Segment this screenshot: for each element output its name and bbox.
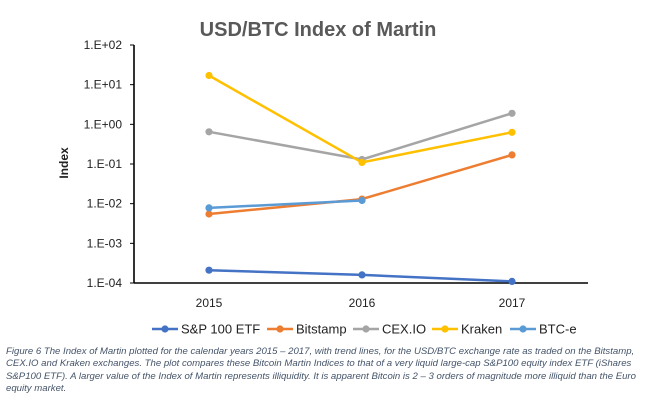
x-tick-label: 2015 <box>196 296 223 310</box>
y-tick-label: 1.E-02 <box>87 197 123 211</box>
legend-marker <box>441 325 449 333</box>
x-tick-label: 2017 <box>499 296 526 310</box>
data-point <box>358 196 366 205</box>
data-point <box>358 158 366 166</box>
legend-marker <box>519 325 527 333</box>
y-tick-label: 1.E-04 <box>87 276 123 290</box>
chart-title: USD/BTC Index of Martin <box>200 19 437 41</box>
legend-label: Kraken <box>461 322 502 337</box>
series-line <box>208 74 513 164</box>
legend-item: Bitstamp <box>267 322 347 337</box>
data-point <box>508 109 516 117</box>
legend-item: Kraken <box>432 322 502 337</box>
y-tick-label: 1.E-03 <box>87 236 123 250</box>
y-tick-label: 1.E+02 <box>84 38 123 52</box>
data-point <box>358 271 366 279</box>
x-tick-label: 2016 <box>349 296 376 310</box>
data-point <box>508 128 516 136</box>
legend-item: CEX.IO <box>353 322 426 337</box>
series-line <box>208 112 513 161</box>
legend-item: S&P 100 ETF <box>152 322 260 337</box>
legend-marker <box>276 325 284 333</box>
data-point <box>205 266 213 274</box>
axes: 1.E+02 1.E+01 1.E+00 1.E-01 1.E-02 1.E-03 1.E-… <box>84 38 588 310</box>
legend-item: BTC-e <box>510 322 577 337</box>
chart: USD/BTC Index of Martin Index 1.E+021.E+… <box>57 19 588 337</box>
legend-label: S&P 100 ETF <box>181 322 260 337</box>
y-tick-label: 1.E+01 <box>84 78 123 92</box>
legend-marker <box>362 325 370 333</box>
series-layer <box>205 71 516 285</box>
data-point <box>205 210 213 218</box>
y-tick-label: 1.E-01 <box>87 157 123 171</box>
legend-label: Bitstamp <box>296 322 347 337</box>
data-point <box>205 128 213 136</box>
legend-marker <box>161 325 169 333</box>
legend: S&P 100 ETF Bitstamp CEX.IO Kraken BTC-e <box>152 322 577 337</box>
legend-label: CEX.IO <box>382 322 426 337</box>
series-line <box>208 199 363 210</box>
y-tick-label: 1.E+00 <box>84 117 123 131</box>
data-point <box>205 204 213 212</box>
y-axis-label: Index <box>57 147 71 179</box>
figure-caption: Figure 6 The Index of Martin plotted for… <box>6 346 636 395</box>
data-point <box>508 151 516 159</box>
legend-label: BTC-e <box>539 322 577 337</box>
series-s-p-100-etf <box>205 266 516 285</box>
data-point <box>508 277 516 285</box>
series-kraken <box>205 71 516 166</box>
data-point <box>205 71 213 80</box>
series-btc-e <box>205 196 366 212</box>
series-cex-io <box>205 109 516 164</box>
